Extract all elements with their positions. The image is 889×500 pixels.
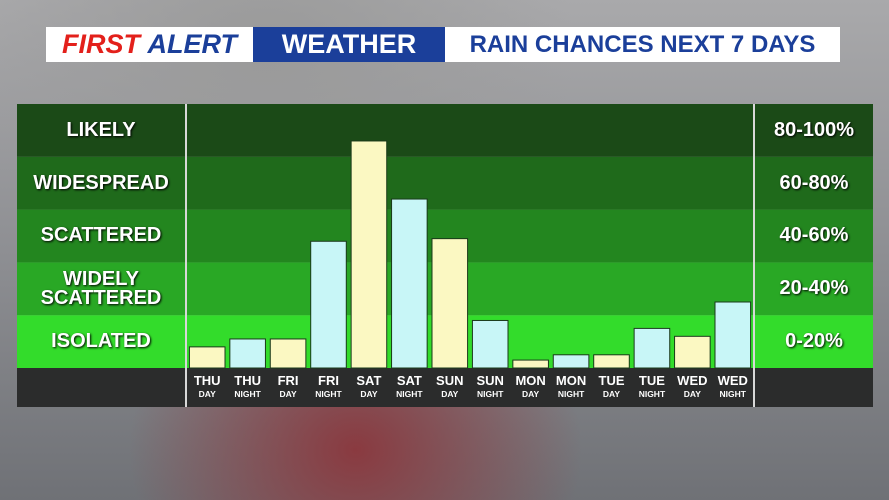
x-tick-period: DAY <box>441 389 458 399</box>
x-tick-period: NIGHT <box>720 389 747 399</box>
brand: FIRST ALERT <box>46 27 253 62</box>
brand-alert: ALERT <box>147 29 238 59</box>
bar <box>310 240 347 369</box>
band-label: WIDESPREAD <box>33 171 169 194</box>
band <box>17 156 873 210</box>
x-tick-period: NIGHT <box>477 389 504 399</box>
x-tick-label: MON <box>556 373 586 388</box>
bar <box>229 338 266 369</box>
bar <box>431 238 469 369</box>
bar <box>674 335 711 369</box>
band-range: 20-40% <box>779 277 849 300</box>
bar <box>350 140 388 369</box>
bar <box>512 359 549 369</box>
band-label: WIDELY SCATTERED <box>40 267 162 309</box>
x-tick-period: DAY <box>684 389 701 399</box>
x-tick-label: FRI <box>278 373 299 388</box>
x-tick-label: THU <box>194 373 221 388</box>
x-tick-label: THU <box>234 373 261 388</box>
band-range: 0-20% <box>785 330 843 353</box>
band-label: SCATTERED <box>40 224 162 247</box>
band-range: 40-60% <box>779 224 849 247</box>
x-tick-period: NIGHT <box>234 389 261 399</box>
x-tick-period: NIGHT <box>558 389 585 399</box>
band-range: 60-80% <box>779 171 849 194</box>
label-row <box>17 368 873 407</box>
band-label: ISOLATED <box>51 330 151 353</box>
band-range: 80-100% <box>773 118 855 141</box>
bar <box>593 354 630 369</box>
x-tick-label: SUN <box>476 373 503 388</box>
brand-weather: WEATHER <box>253 27 445 62</box>
x-tick-period: NIGHT <box>315 389 342 399</box>
subtitle: RAIN CHANCES NEXT 7 DAYS <box>445 27 840 62</box>
bar <box>471 319 509 369</box>
x-tick-label: SUN <box>436 373 463 388</box>
x-tick-period: DAY <box>603 389 620 399</box>
x-tick-period: DAY <box>279 389 296 399</box>
bar <box>188 346 226 369</box>
x-tick-period: DAY <box>522 389 539 399</box>
x-tick-period: NIGHT <box>639 389 666 399</box>
x-tick-period: DAY <box>360 389 377 399</box>
bar <box>633 327 671 369</box>
bar <box>391 198 428 369</box>
band-label: LIKELY <box>66 118 136 141</box>
x-tick-label: SAT <box>397 373 422 388</box>
band <box>17 104 873 157</box>
x-tick-label: WED <box>718 373 748 388</box>
x-tick-label: SAT <box>356 373 381 388</box>
x-tick-label: TUE <box>599 373 625 388</box>
x-tick-period: NIGHT <box>396 389 423 399</box>
bar <box>552 354 590 369</box>
bar <box>714 301 752 369</box>
x-tick-label: MON <box>515 373 545 388</box>
x-tick-label: FRI <box>318 373 339 388</box>
x-tick-period: DAY <box>199 389 216 399</box>
x-tick-label: TUE <box>639 373 665 388</box>
bar <box>269 338 307 369</box>
brand-first: FIRST <box>61 29 140 59</box>
x-tick-label: WED <box>677 373 707 388</box>
